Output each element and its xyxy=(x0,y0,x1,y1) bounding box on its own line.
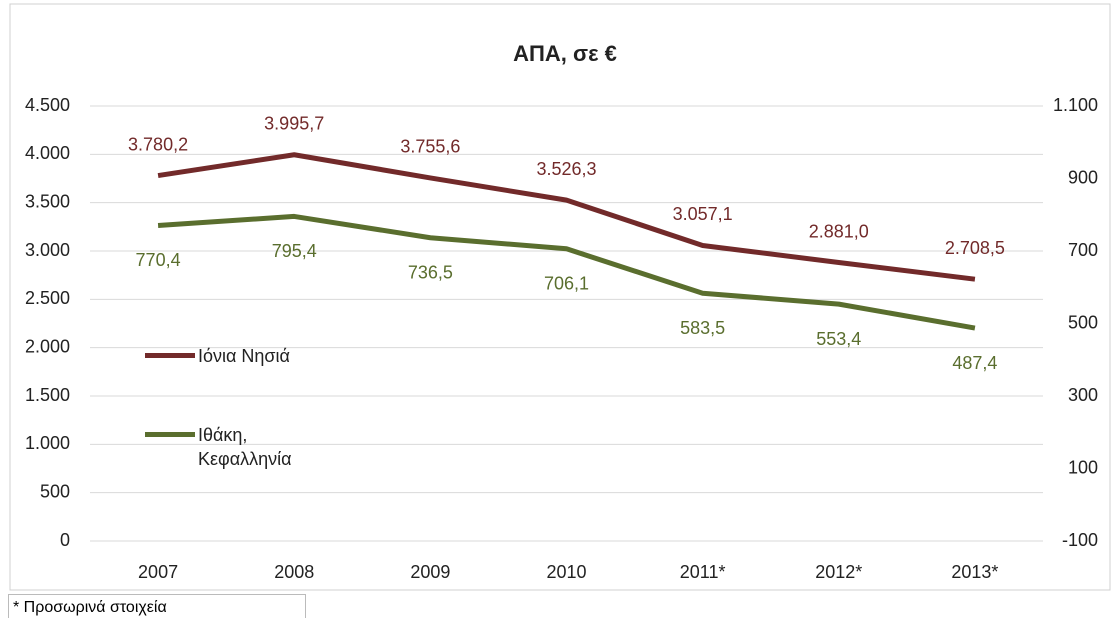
data-label: 3.526,3 xyxy=(536,159,596,179)
y2-tick-label: -100 xyxy=(1062,530,1098,550)
x-tick-label: 2008 xyxy=(274,562,314,582)
legend-label: Ιθάκη, Κεφαλληνία xyxy=(198,425,292,469)
y2-tick-label: 500 xyxy=(1068,312,1098,332)
legend-label: Ιόνια Νησιά xyxy=(198,346,290,366)
data-label: 2.881,0 xyxy=(809,221,869,241)
data-label: 3.755,6 xyxy=(400,137,460,157)
y-tick-label: 0 xyxy=(60,530,70,550)
data-label: 770,4 xyxy=(136,250,181,270)
y-tick-label: 2.000 xyxy=(25,336,70,356)
series-line xyxy=(157,152,976,282)
chart-title: ΑΠΑ, σε € xyxy=(513,41,617,66)
y-tick-label: 3.000 xyxy=(25,240,70,260)
series-line xyxy=(157,213,976,331)
y-tick-label: 4.000 xyxy=(25,143,70,163)
data-label: 583,5 xyxy=(680,318,725,338)
y-tick-label: 2.500 xyxy=(25,288,70,308)
y-tick-label: 500 xyxy=(40,481,70,501)
legend-swatch xyxy=(145,353,195,358)
x-tick-label: 2012* xyxy=(815,562,862,582)
data-label: 487,4 xyxy=(952,353,997,373)
x-tick-label: 2013* xyxy=(951,562,998,582)
y-tick-label: 1.000 xyxy=(25,433,70,453)
data-label: 706,1 xyxy=(544,274,589,294)
y-tick-label: 1.500 xyxy=(25,385,70,405)
data-label: 553,4 xyxy=(816,329,861,349)
y2-tick-label: 300 xyxy=(1068,385,1098,405)
chart-border xyxy=(9,3,1111,591)
y-tick-label: 4.500 xyxy=(25,95,70,115)
data-label: 3.057,1 xyxy=(673,204,733,224)
y2-tick-label: 1.100 xyxy=(1053,95,1098,115)
data-label: 3.780,2 xyxy=(128,134,188,154)
footnote: * Προσωρινά στοιχεία xyxy=(8,594,306,618)
y2-tick-label: 700 xyxy=(1068,240,1098,260)
x-tick-label: 2007 xyxy=(138,562,178,582)
x-tick-label: 2010 xyxy=(546,562,586,582)
data-label: 736,5 xyxy=(408,263,453,283)
y2-tick-label: 100 xyxy=(1068,457,1098,477)
legend-item: Ιθάκη, Κεφαλληνία xyxy=(145,423,338,471)
x-tick-label: 2011* xyxy=(680,562,726,582)
data-label: 2.708,5 xyxy=(945,238,1005,258)
data-label: 795,4 xyxy=(272,241,317,261)
y2-tick-label: 900 xyxy=(1068,167,1098,187)
x-tick-label: 2009 xyxy=(410,562,450,582)
legend-swatch xyxy=(145,432,195,437)
legend-item: Ιόνια Νησιά xyxy=(145,344,338,368)
y-tick-label: 3.500 xyxy=(25,191,70,211)
data-label: 3.995,7 xyxy=(264,113,324,133)
